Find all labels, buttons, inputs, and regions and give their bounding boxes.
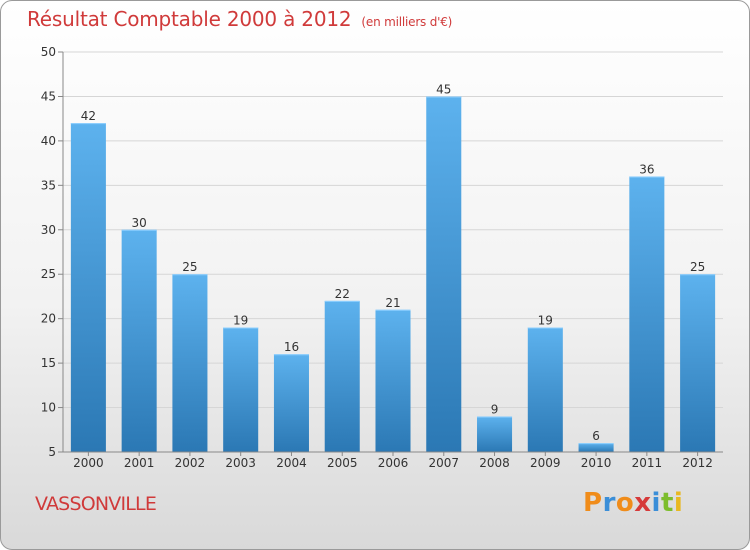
x-tick-label: 2008: [479, 456, 510, 470]
x-tick-label: 2011: [632, 456, 663, 470]
bar-2008[interactable]: [477, 416, 513, 452]
logo-letter: i: [651, 488, 661, 518]
y-tick-label: 25: [41, 267, 56, 281]
x-tick-label: 2004: [276, 456, 307, 470]
y-tick-label: 15: [41, 356, 56, 370]
x-tick-label: 2010: [581, 456, 612, 470]
y-tick-label: 45: [41, 89, 56, 103]
logo-letter: i: [673, 488, 684, 518]
logo-letter: t: [660, 488, 674, 518]
logo-letter: x: [634, 488, 652, 518]
logo-letter: P: [583, 488, 603, 518]
chart-title: Résultat Comptable 2000 à 2012 (en millie…: [27, 7, 452, 31]
bar-2007[interactable]: [426, 96, 462, 452]
x-tick-label: 2009: [530, 456, 561, 470]
bar-2012[interactable]: [680, 274, 716, 452]
bar-2001[interactable]: [121, 229, 157, 452]
value-label: 30: [132, 216, 147, 230]
logo-letter: r: [602, 488, 616, 518]
x-tick-label: 2000: [73, 456, 104, 470]
y-tick-label: 30: [41, 223, 56, 237]
bar-2000[interactable]: [70, 123, 106, 452]
x-tick-label: 2007: [428, 456, 459, 470]
y-tick-label: 20: [41, 312, 56, 326]
bar-2003[interactable]: [223, 327, 259, 452]
value-label: 36: [639, 162, 654, 176]
value-label: 9: [491, 402, 499, 416]
value-label: 16: [284, 340, 299, 354]
value-label: 21: [385, 296, 400, 310]
commune-name: VASSONVILLE: [35, 493, 157, 515]
y-tick-label: 50: [41, 45, 56, 59]
value-label: 19: [233, 314, 248, 328]
y-tick-label: 35: [41, 178, 56, 192]
y-tick-label: 5: [48, 445, 56, 459]
bar-2004[interactable]: [273, 354, 309, 452]
x-tick-label: 2006: [378, 456, 409, 470]
x-tick-label: 2012: [682, 456, 713, 470]
bar-2010[interactable]: [578, 443, 614, 452]
bar-2002[interactable]: [172, 274, 208, 452]
x-tick-label: 2005: [327, 456, 358, 470]
bar-2011[interactable]: [629, 176, 665, 452]
x-tick-label: 2003: [225, 456, 256, 470]
value-label: 25: [690, 260, 705, 274]
value-label: 45: [436, 82, 451, 96]
chart-title-text: Résultat Comptable 2000 à 2012: [27, 7, 352, 31]
y-tick-label: 40: [41, 134, 56, 148]
bar-2009[interactable]: [527, 327, 563, 452]
x-tick-label: 2002: [175, 456, 206, 470]
value-label: 22: [335, 287, 350, 301]
x-tick-label: 2001: [124, 456, 155, 470]
value-label: 42: [81, 109, 96, 123]
value-label: 25: [182, 260, 197, 274]
y-tick-label: 10: [41, 401, 56, 415]
proxiti-logo[interactable]: Proxiti: [583, 488, 683, 518]
chart-subtitle: (en milliers d'€): [361, 15, 453, 29]
logo-letter: o: [615, 488, 635, 518]
bar-2006[interactable]: [375, 309, 411, 452]
value-label: 6: [592, 429, 600, 443]
bar-2005[interactable]: [324, 300, 360, 452]
value-label: 19: [538, 314, 553, 328]
